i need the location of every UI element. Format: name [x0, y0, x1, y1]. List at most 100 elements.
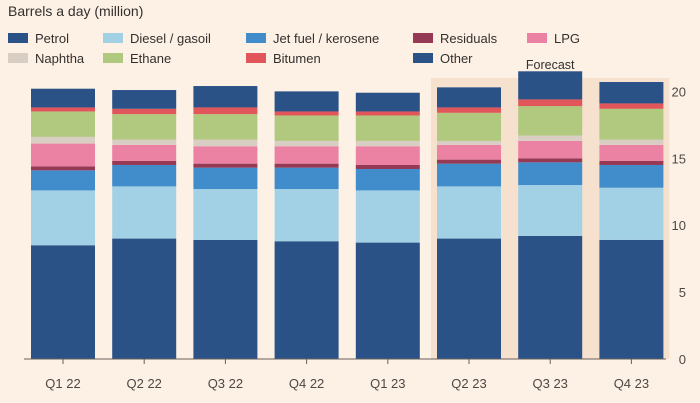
legend-label: Other — [440, 51, 473, 66]
legend-item-naphtha: Naphtha — [8, 51, 85, 66]
bar-segment-other — [274, 91, 339, 112]
bar-segment-lpg — [31, 143, 95, 167]
legend-swatch — [8, 53, 28, 63]
bar-segment-lpg — [599, 144, 664, 161]
bar-segment-bitumen — [274, 111, 339, 116]
legend-label: Jet fuel / kerosene — [273, 31, 379, 46]
bar-stack-q3-22 — [193, 86, 258, 359]
bar-segment-bitumen — [112, 108, 177, 115]
legend-swatch — [8, 33, 28, 43]
x-tick-label: Q1 22 — [45, 376, 80, 391]
bar-segment-naphtha — [31, 136, 95, 144]
legend-item-diesel-gasoil: Diesel / gasoil — [103, 31, 211, 46]
legend-label: Diesel / gasoil — [130, 31, 211, 46]
bar-stack-q1-22 — [31, 88, 95, 359]
bar-segment-ethane — [274, 115, 339, 141]
bar-segment-naphtha — [599, 139, 664, 145]
y-tick-label: 0 — [679, 352, 686, 367]
legend-item-lpg: LPG — [527, 31, 580, 46]
bar-segment-lpg — [193, 146, 258, 164]
bar-segment-bitumen — [599, 103, 664, 109]
y-tick-label: 10 — [672, 218, 686, 233]
bar-stack-q2-22 — [112, 90, 177, 359]
bar-segment-naphtha — [193, 139, 258, 147]
bar-stack-q3-23 — [518, 71, 583, 359]
legend-swatch — [527, 33, 547, 43]
bar-segment-lpg — [112, 144, 177, 161]
x-tick-label: Q2 22 — [126, 376, 161, 391]
legend-label: Bitumen — [273, 51, 321, 66]
legend-swatch — [103, 53, 123, 63]
bar-segment-diesel-gasoil — [31, 190, 95, 246]
x-tick-label: Q3 22 — [208, 376, 243, 391]
bar-segment-residuals — [518, 158, 583, 163]
legend-swatch — [413, 53, 433, 63]
bar-segment-naphtha — [518, 135, 583, 141]
bar-segment-other — [31, 88, 95, 108]
bar-segment-ethane — [31, 111, 95, 137]
legend-item-ethane: Ethane — [103, 51, 171, 66]
legend-item-jet-fuel-kerosene: Jet fuel / kerosene — [246, 31, 379, 46]
bar-segment-lpg — [355, 146, 420, 165]
legend-item-residuals: Residuals — [413, 31, 498, 46]
bar-segment-ethane — [355, 115, 420, 141]
bar-segment-other — [437, 87, 501, 108]
y-tick-label: 15 — [672, 151, 686, 166]
x-tick-label: Q1 23 — [370, 376, 405, 391]
x-axis: Q1 22 Q2 22 Q3 22 Q4 22 Q1 23 Q2 23 Q3 23 Q4 23 — [45, 359, 649, 391]
legend-swatch — [246, 53, 266, 63]
bar-segment-jet-fuel-kerosene — [518, 162, 583, 186]
bar-segment-jet-fuel-kerosene — [599, 164, 664, 188]
bar-segment-petrol — [31, 245, 95, 359]
bar-segment-other — [193, 86, 258, 108]
bar-segment-jet-fuel-kerosene — [437, 163, 501, 187]
bar-segment-residuals — [599, 160, 664, 165]
x-tick-label: Q4 23 — [614, 376, 649, 391]
y-axis: 0 5 10 15 20 — [672, 84, 686, 367]
bar-segment-other — [112, 90, 177, 109]
bar-segment-jet-fuel-kerosene — [274, 167, 339, 190]
bar-segment-bitumen — [31, 107, 95, 112]
legend-label: Naphtha — [35, 51, 85, 66]
bar-segment-bitumen — [518, 99, 583, 107]
bar-segment-petrol — [193, 239, 258, 359]
bar-segment-bitumen — [437, 107, 501, 113]
legend-item-other: Other — [413, 51, 473, 66]
bar-stack-q4-22 — [274, 91, 339, 359]
bar-stack-q1-23 — [355, 92, 420, 359]
bar-segment-diesel-gasoil — [518, 185, 583, 236]
bar-segment-ethane — [518, 106, 583, 136]
bar-segment-petrol — [112, 238, 177, 359]
bar-stack-q4-23 — [599, 82, 664, 359]
bar-segment-jet-fuel-kerosene — [193, 167, 258, 190]
y-tick-label: 5 — [679, 285, 686, 300]
x-tick-label: Q3 23 — [532, 376, 567, 391]
bar-segment-lpg — [518, 140, 583, 159]
legend-item-petrol: Petrol — [8, 31, 69, 46]
bar-segment-petrol — [355, 242, 420, 359]
legend-label: Petrol — [35, 31, 69, 46]
bar-segment-diesel-gasoil — [112, 186, 177, 239]
bar-segment-bitumen — [193, 107, 258, 115]
x-tick-label: Q4 22 — [289, 376, 324, 391]
legend-label: Ethane — [130, 51, 171, 66]
y-tick-label: 20 — [672, 84, 686, 99]
bar-segment-other — [355, 92, 420, 112]
bars — [31, 71, 664, 359]
bar-segment-jet-fuel-kerosene — [112, 164, 177, 187]
bar-segment-residuals — [193, 163, 258, 168]
bar-segment-petrol — [437, 238, 501, 359]
legend-item-bitumen: Bitumen — [246, 51, 321, 66]
bar-segment-diesel-gasoil — [599, 187, 664, 240]
bar-segment-petrol — [274, 241, 339, 359]
bar-segment-naphtha — [355, 140, 420, 147]
legend-swatch — [246, 33, 266, 43]
bar-segment-residuals — [112, 160, 177, 165]
bar-segment-ethane — [437, 112, 501, 141]
bar-segment-ethane — [599, 108, 664, 140]
bar-segment-residuals — [31, 166, 95, 171]
bar-segment-bitumen — [355, 111, 420, 116]
bar-segment-naphtha — [437, 140, 501, 145]
